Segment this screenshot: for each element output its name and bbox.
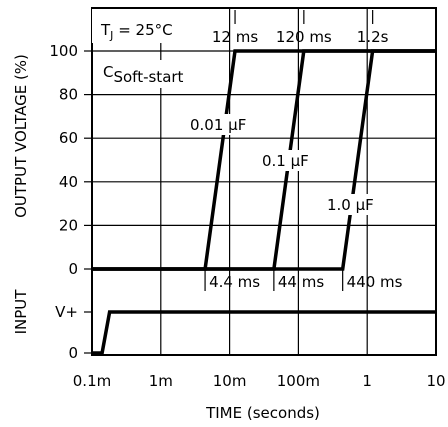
- x-tick-label: 1m: [149, 372, 173, 390]
- y-tick-label: 20: [59, 216, 78, 234]
- x-tick-label: 0.1m: [73, 372, 111, 390]
- start-time-label: 4.4 ms: [209, 273, 260, 291]
- y-tick-label: 0: [68, 260, 78, 278]
- tj-box: [92, 9, 200, 43]
- end-time-label: 120 ms: [276, 28, 332, 46]
- y-axis-label: OUTPUT VOLTAGE (%): [12, 54, 30, 218]
- series-label-bg: [325, 194, 389, 215]
- plot-frame: [91, 7, 437, 356]
- y-tick-label: 40: [59, 173, 78, 191]
- x-axis-label: TIME (seconds): [205, 404, 320, 422]
- x-tick-label: 10m: [213, 372, 247, 390]
- x-tick-label: 100m: [277, 372, 320, 390]
- y-tick-label: 80: [59, 86, 78, 104]
- series-label-bg: [260, 150, 324, 171]
- y-tick-label: 60: [59, 129, 78, 147]
- x-tick-label: 1: [362, 372, 372, 390]
- input-tick-label: 0: [68, 344, 78, 362]
- input-axis-label: INPUT: [12, 289, 30, 335]
- series-label: 0.1 μF: [262, 152, 309, 170]
- tick-labels: 0.1m 1m 10m 100m 1 10 100 80 60 40 20 0 V+ 0: [49, 42, 445, 390]
- y-tick-label: 100: [49, 42, 78, 60]
- series-label: 0.01 μF: [190, 116, 246, 134]
- grid: [84, 8, 436, 355]
- series-label-bg: [188, 114, 252, 135]
- end-time-label: 12 ms: [212, 28, 258, 46]
- start-time-label: 44 ms: [278, 273, 324, 291]
- start-time-label: 440 ms: [347, 273, 403, 291]
- csoft-box: [100, 60, 204, 88]
- series-label: 1.0 μF: [327, 196, 374, 214]
- end-time-label: 1.2s: [357, 28, 389, 46]
- series-line: [92, 49, 436, 271]
- input-tick-label: V+: [55, 303, 78, 321]
- markers: 4.4 ms 12 ms 0.01 μF 44 ms 120 ms 0.1 μF 440 m…: [188, 10, 403, 291]
- input-line: [92, 310, 436, 355]
- csoft-label: CSoft-start: [103, 63, 184, 86]
- tj-label: TJ = 25°C: [100, 21, 173, 42]
- x-tick-label: 10: [426, 372, 445, 390]
